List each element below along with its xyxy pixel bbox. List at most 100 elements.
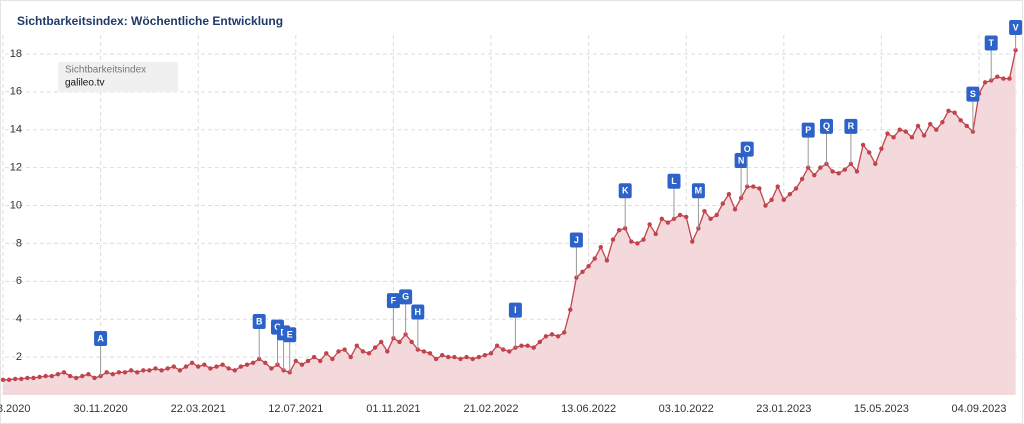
point bbox=[818, 165, 823, 170]
point bbox=[562, 330, 567, 335]
point bbox=[568, 307, 573, 312]
event-flag[interactable]: N bbox=[734, 152, 748, 168]
event-flag[interactable]: E bbox=[283, 327, 297, 343]
point bbox=[598, 245, 603, 250]
point bbox=[897, 127, 902, 132]
point bbox=[616, 227, 622, 233]
point bbox=[641, 237, 646, 242]
point bbox=[659, 216, 664, 221]
point bbox=[452, 354, 457, 360]
x-tick-label: 30.11.2020 bbox=[73, 403, 127, 415]
point bbox=[348, 354, 353, 360]
event-flag[interactable]: M bbox=[691, 183, 705, 199]
event-label: E bbox=[287, 330, 293, 340]
point bbox=[830, 169, 835, 174]
event-flag[interactable]: L bbox=[667, 173, 681, 189]
point bbox=[757, 186, 762, 191]
event-box bbox=[508, 302, 522, 318]
point bbox=[263, 360, 268, 365]
point bbox=[324, 351, 329, 356]
point bbox=[793, 186, 799, 191]
y-tick-label: 10 bbox=[10, 199, 22, 211]
point bbox=[464, 354, 469, 360]
point bbox=[354, 343, 359, 348]
point bbox=[555, 334, 561, 339]
y-tick-label: 12 bbox=[10, 162, 22, 174]
point bbox=[128, 368, 134, 373]
point bbox=[80, 373, 85, 379]
point bbox=[885, 131, 890, 136]
point bbox=[220, 362, 225, 367]
point bbox=[92, 375, 97, 381]
event-label: P bbox=[805, 125, 811, 135]
x-tick-label: 01.11.2021 bbox=[366, 403, 420, 415]
point bbox=[330, 356, 335, 362]
point bbox=[1007, 76, 1012, 81]
point bbox=[470, 356, 475, 362]
point bbox=[989, 78, 994, 83]
point bbox=[165, 366, 170, 371]
event-label: M bbox=[695, 186, 703, 196]
point bbox=[525, 343, 530, 348]
event-flag[interactable]: J bbox=[569, 232, 583, 248]
event-flag[interactable]: O bbox=[740, 141, 754, 157]
event-box bbox=[411, 304, 425, 320]
event-flag[interactable]: B bbox=[252, 314, 266, 329]
point bbox=[13, 376, 18, 382]
event-box bbox=[966, 86, 980, 102]
event-flag[interactable]: I bbox=[508, 302, 522, 318]
point bbox=[842, 167, 847, 172]
point bbox=[159, 368, 164, 373]
point bbox=[781, 197, 786, 203]
event-flag[interactable]: F bbox=[386, 293, 400, 309]
point bbox=[19, 376, 24, 382]
y-tick-label: 14 bbox=[10, 124, 22, 136]
event-flag[interactable]: H bbox=[411, 304, 425, 320]
point bbox=[55, 371, 61, 377]
point bbox=[37, 374, 42, 380]
event-label: Q bbox=[823, 121, 830, 131]
point bbox=[360, 349, 366, 354]
point bbox=[934, 127, 939, 132]
point bbox=[507, 349, 512, 354]
y-tick-label: 8 bbox=[16, 237, 22, 249]
point bbox=[318, 358, 323, 364]
point bbox=[647, 222, 652, 227]
point bbox=[31, 375, 36, 381]
event-box bbox=[667, 173, 681, 189]
point bbox=[238, 364, 244, 369]
point bbox=[677, 212, 683, 218]
legend-entry: galileo.tv bbox=[65, 78, 104, 89]
event-flag[interactable]: V bbox=[1009, 20, 1023, 35]
event-box bbox=[283, 327, 297, 343]
event-flag[interactable]: K bbox=[618, 183, 632, 199]
point bbox=[336, 349, 341, 354]
event-flag[interactable]: R bbox=[844, 118, 858, 134]
event-label: L bbox=[671, 176, 677, 186]
point bbox=[592, 256, 597, 261]
point bbox=[769, 197, 774, 203]
point bbox=[226, 366, 231, 371]
event-box bbox=[618, 183, 632, 199]
point bbox=[586, 263, 591, 269]
x-tick-label: 03.10.2022 bbox=[659, 403, 714, 415]
event-flag[interactable]: G bbox=[399, 289, 413, 305]
point bbox=[49, 373, 54, 379]
point bbox=[342, 347, 347, 352]
event-flag[interactable]: S bbox=[966, 86, 980, 102]
event-flag[interactable]: Q bbox=[820, 118, 833, 134]
point bbox=[519, 343, 524, 348]
point bbox=[397, 339, 402, 345]
legend-title: Sichtbarkeitsindex bbox=[65, 65, 146, 76]
point bbox=[74, 375, 79, 381]
event-flag[interactable]: T bbox=[984, 35, 998, 51]
event-box bbox=[94, 331, 108, 347]
legend-box bbox=[58, 62, 178, 92]
event-flag[interactable]: A bbox=[94, 331, 108, 347]
event-box bbox=[801, 122, 815, 138]
event-flag[interactable]: P bbox=[801, 122, 815, 138]
point bbox=[940, 119, 945, 125]
point bbox=[122, 370, 128, 375]
